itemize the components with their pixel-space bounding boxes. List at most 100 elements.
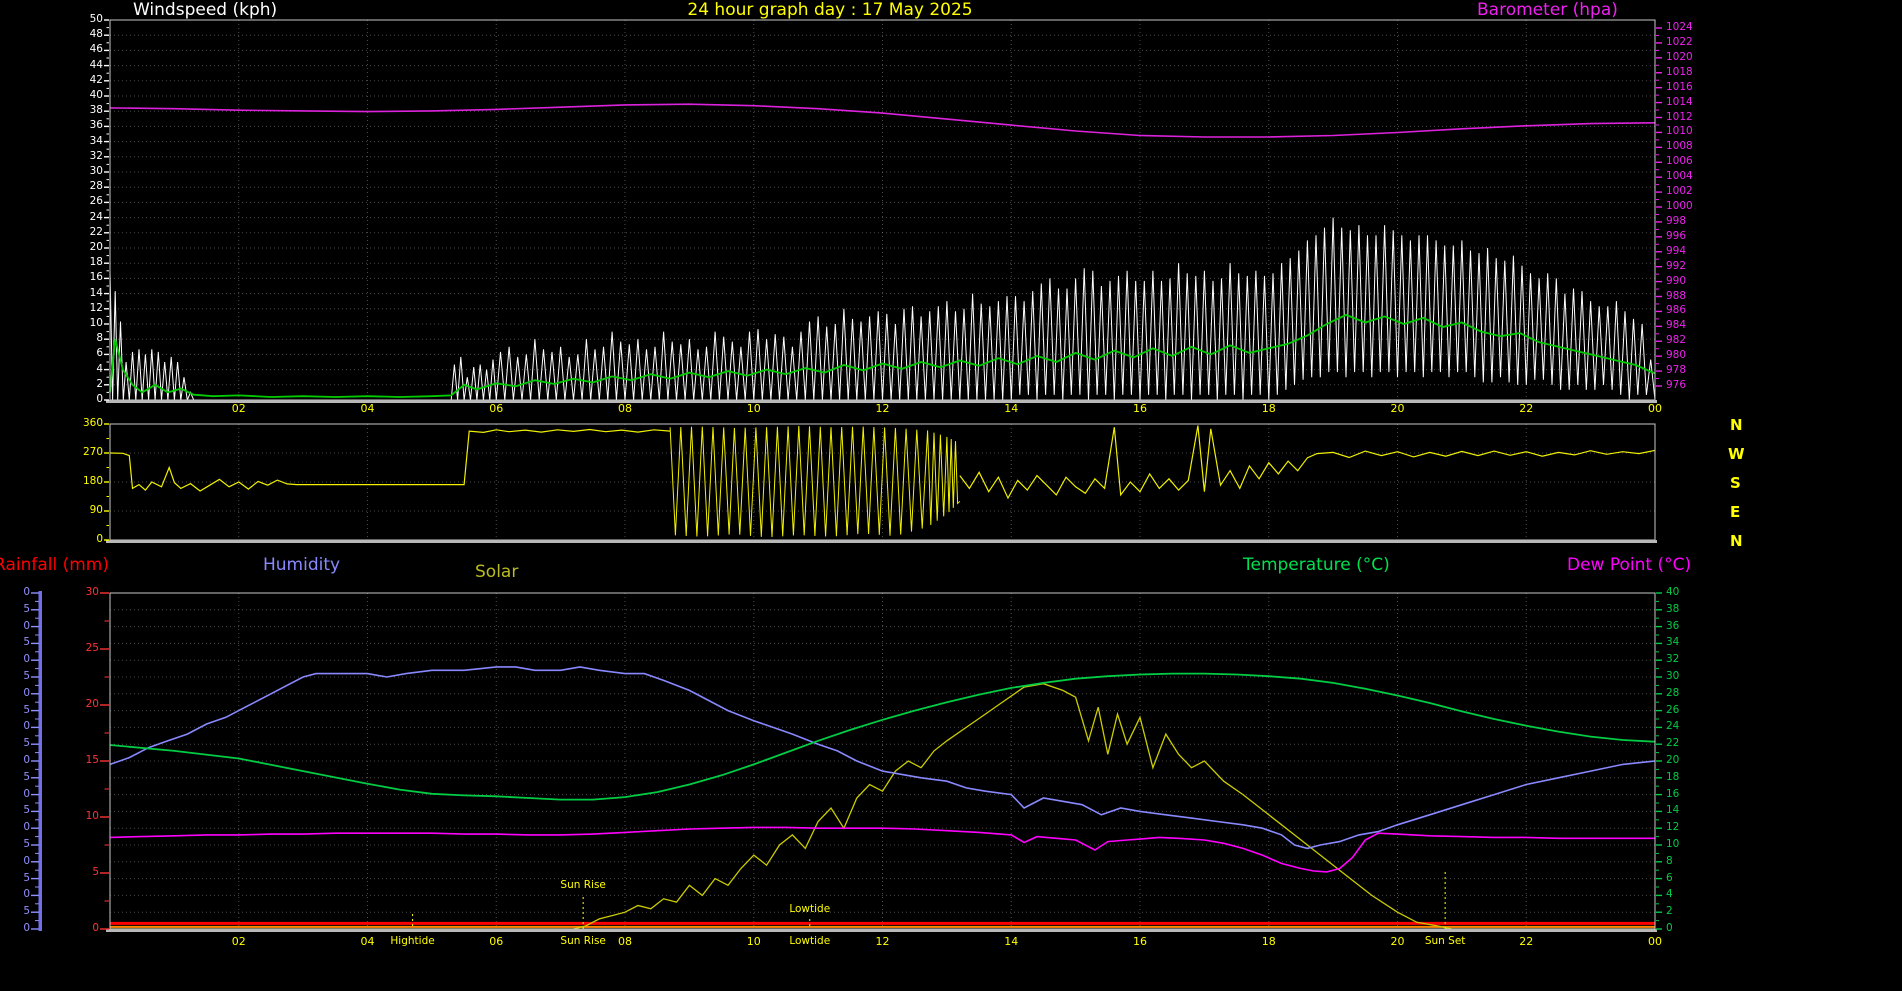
axis-label-temperature: 10: [1666, 838, 1680, 850]
solar-section-label: Solar: [475, 562, 519, 582]
axis-label-barometer: 994: [1666, 244, 1687, 257]
axis-label-windspeed: 44: [89, 58, 103, 71]
event-axis-label-sunset: Sun Set: [1424, 935, 1466, 947]
axis-label-windspeed: 38: [89, 104, 103, 117]
hour-label-top-hours: 20: [1390, 402, 1405, 415]
temperature-section-label: Temperature (°C): [1243, 555, 1390, 575]
axis-label-humidity-clipped: 5: [23, 905, 30, 918]
axis-label-humidity-clipped: 5: [23, 770, 30, 783]
axis-label-humidity-clipped: 0: [23, 821, 30, 834]
compass-label-e: E: [1730, 503, 1741, 521]
axis-label-windspeed: 6: [96, 347, 103, 360]
compass-label-w: W: [1728, 445, 1745, 463]
axis-label-rainfall: 10: [85, 810, 99, 822]
axis-label-wind-direction: 0: [96, 533, 103, 545]
axis-label-barometer: 982: [1666, 334, 1687, 347]
axis-label-barometer: 1002: [1666, 185, 1693, 198]
hour-label-bottom-hours: 02: [231, 935, 246, 948]
axis-label-barometer: 1014: [1666, 95, 1693, 108]
event-axis-label-hightide: Hightide: [390, 935, 435, 947]
axis-label-humidity-clipped: 0: [23, 854, 30, 867]
axis-label-temperature: 34: [1666, 636, 1680, 649]
axis-label-barometer: 1010: [1666, 125, 1693, 138]
axis-label-humidity-clipped: 5: [23, 636, 30, 649]
axis-label-temperature: 4: [1666, 888, 1673, 901]
axis-label-temperature: 12: [1666, 821, 1680, 834]
axis-label-barometer: 984: [1666, 319, 1687, 332]
axis-label-barometer: 1006: [1666, 155, 1693, 168]
axis-label-barometer: 996: [1666, 229, 1687, 242]
axis-label-wind-direction: 360: [82, 417, 103, 429]
axis-label-windspeed: 32: [89, 149, 103, 162]
axis-label-windspeed: 20: [89, 241, 103, 253]
hour-label-top-hours: 04: [360, 402, 375, 415]
axis-label-barometer: 976: [1666, 379, 1687, 391]
series-windspeed-gust-line: [109, 217, 1656, 402]
series-dew-point-line: [109, 826, 1655, 873]
event-plot-label-sunrise: Sun Rise: [560, 879, 606, 891]
axis-label-windspeed: 42: [89, 73, 103, 86]
event-axis-label-sunrise: Sun Rise: [560, 935, 606, 947]
hour-label-top-hours: 06: [489, 402, 504, 415]
axis-label-humidity-clipped: 0: [23, 686, 30, 699]
axis-label-humidity-clipped: 0: [23, 619, 30, 632]
axis-label-humidity-clipped: 5: [23, 871, 30, 884]
axis-label-windspeed: 12: [89, 301, 103, 314]
axis-label-temperature: 30: [1666, 670, 1680, 682]
series-direction-chaotic-line: [669, 425, 961, 538]
axis-label-windspeed: 26: [89, 195, 103, 208]
axis-label-humidity-clipped: 5: [23, 602, 30, 615]
hour-label-bottom-hours: 12: [875, 935, 890, 948]
axis-label-rainfall: 25: [85, 642, 99, 654]
axis-label-temperature: 28: [1666, 686, 1680, 699]
series-barometer-line: [109, 103, 1656, 138]
barometer-title: Barometer (hpa): [1477, 0, 1618, 20]
axis-label-windspeed: 50: [89, 13, 103, 25]
event-plot-label-lowtide: Lowtide: [789, 903, 831, 915]
axis-label-windspeed: 16: [89, 271, 103, 284]
axis-label-windspeed: 28: [89, 180, 103, 193]
hour-label-bottom-hours: 18: [1261, 935, 1276, 948]
rainfall-section-label: Rainfall (mm): [0, 555, 109, 575]
axis-label-humidity-clipped: 5: [23, 670, 30, 682]
axis-label-rainfall: 30: [85, 586, 99, 598]
axis-label-windspeed: 30: [89, 165, 103, 177]
x-axis-bar-climate: [106, 929, 1657, 932]
axis-label-windspeed: 8: [96, 332, 103, 345]
axis-label-windspeed: 46: [89, 43, 103, 56]
axis-spine-humidity-clipped: [38, 591, 42, 931]
axis-label-windspeed: 14: [89, 286, 103, 299]
axis-label-temperature: 18: [1666, 770, 1680, 783]
axis-label-temperature: 0: [1666, 922, 1673, 934]
hour-label-top-hours: 16: [1133, 402, 1147, 415]
axis-label-barometer: 980: [1666, 349, 1687, 362]
axis-label-barometer: 992: [1666, 259, 1687, 272]
axis-label-windspeed: 34: [89, 134, 103, 147]
axis-label-barometer: 1012: [1666, 110, 1693, 123]
axis-label-humidity-clipped: 5: [23, 703, 30, 716]
hour-label-bottom-hours: 16: [1133, 935, 1147, 948]
hour-label-bottom-hours: 20: [1390, 935, 1405, 948]
hour-label-bottom-hours: 06: [489, 935, 504, 948]
axis-label-temperature: 32: [1666, 653, 1680, 666]
axis-label-temperature: 22: [1666, 737, 1680, 750]
axis-label-barometer: 998: [1666, 214, 1687, 227]
series-windspeed-avg-line: [109, 313, 1656, 398]
axis-label-temperature: 6: [1666, 871, 1673, 884]
series-solar-line: [110, 683, 1655, 930]
axis-label-rainfall: 5: [92, 866, 99, 878]
axis-label-barometer: 1016: [1666, 80, 1693, 93]
series-direction-early-line: [109, 428, 671, 492]
axis-label-barometer: 1020: [1666, 50, 1693, 63]
axis-label-barometer: 1018: [1666, 65, 1693, 78]
x-axis-bar-wind-direction: [106, 540, 1657, 543]
axis-label-wind-direction: 270: [82, 446, 103, 458]
hour-label-bottom-hours: 22: [1519, 935, 1534, 948]
axis-label-windspeed: 2: [96, 377, 103, 390]
hour-label-bottom-hours: 04: [360, 935, 375, 948]
x-axis-bar-windspeed-barometer: [106, 400, 1657, 403]
axis-label-barometer: 978: [1666, 364, 1687, 377]
axis-label-humidity-clipped: 5: [23, 838, 30, 850]
